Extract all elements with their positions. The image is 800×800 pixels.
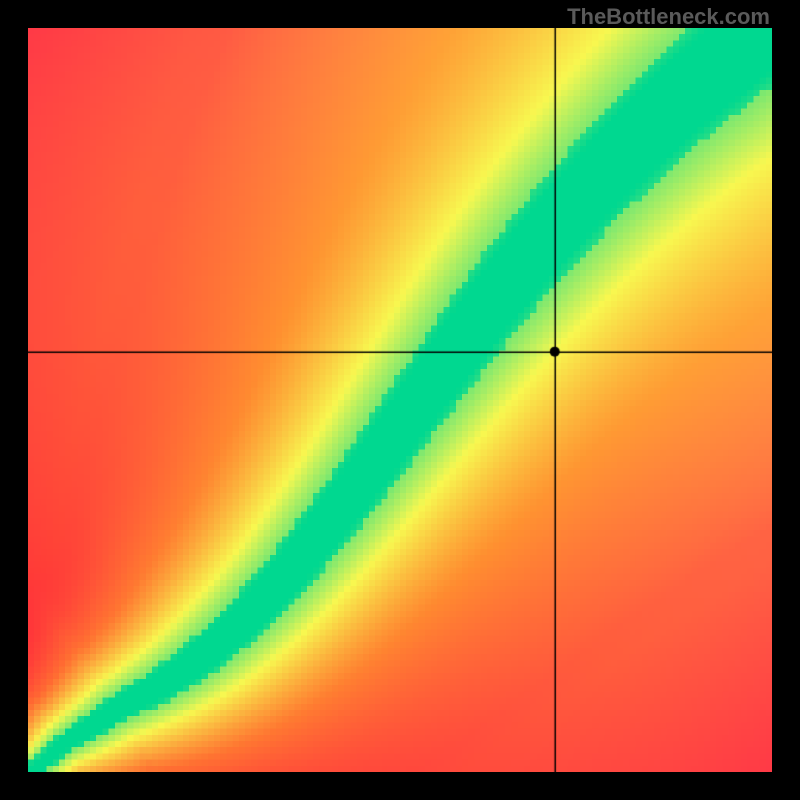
chart-container: TheBottleneck.com xyxy=(0,0,800,800)
crosshair-overlay xyxy=(28,28,772,772)
watermark-text: TheBottleneck.com xyxy=(567,4,770,30)
plot-area xyxy=(28,28,772,772)
